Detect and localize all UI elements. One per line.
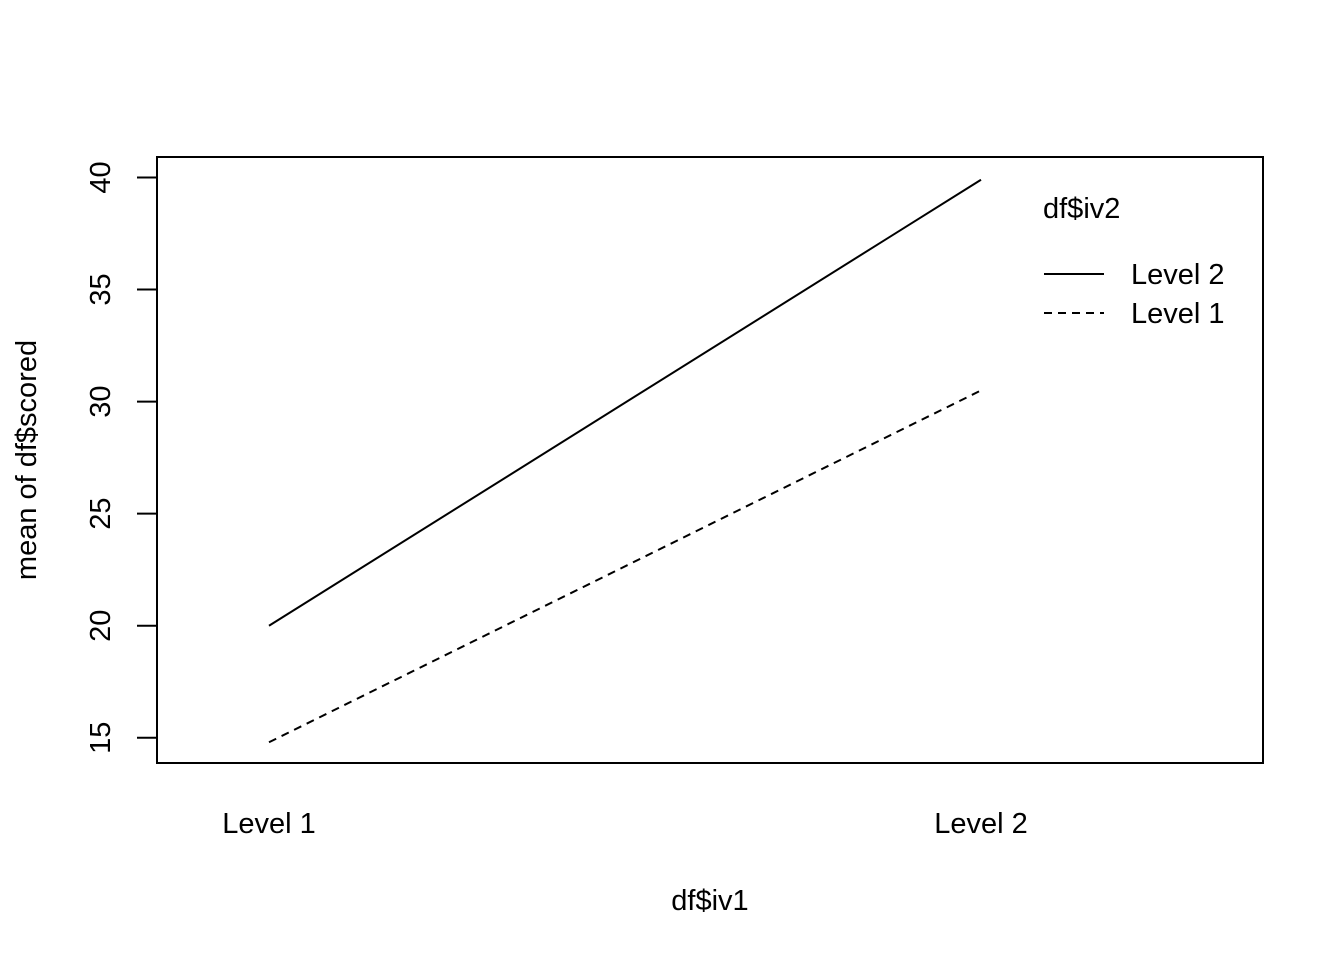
legend-label-level-1: Level 1 <box>1131 298 1225 330</box>
y-tick-label-20: 20 <box>85 610 117 642</box>
y-axis: 15 20 25 30 35 40 <box>85 161 157 754</box>
x-axis: Level 1 Level 2 <box>222 808 1028 840</box>
y-tick-label-25: 25 <box>85 498 117 530</box>
series-line-level-1 <box>268 389 982 744</box>
series-line-level-2 <box>268 178 982 627</box>
legend: df$iv2 Level 2 Level 1 <box>1043 193 1225 330</box>
y-axis-label: mean of df$scored <box>11 340 43 580</box>
y-tick-label-35: 35 <box>85 273 117 305</box>
y-tick-label-30: 30 <box>85 385 117 417</box>
x-tick-label-2: Level 2 <box>934 808 1028 840</box>
series-layer <box>268 178 982 744</box>
y-tick-label-15: 15 <box>85 722 117 754</box>
y-tick-label-40: 40 <box>85 161 117 193</box>
x-axis-label: df$iv1 <box>671 885 748 917</box>
legend-label-level-2: Level 2 <box>1131 259 1225 291</box>
x-tick-label-1: Level 1 <box>222 808 316 840</box>
legend-title: df$iv2 <box>1043 193 1120 225</box>
plot-frame <box>156 156 1264 764</box>
